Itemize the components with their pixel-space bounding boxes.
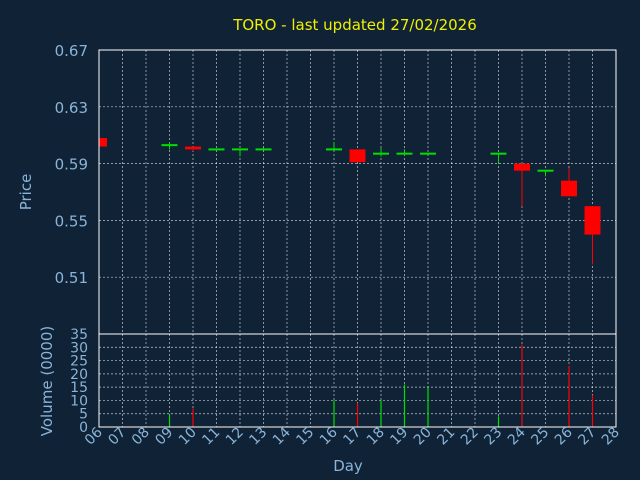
price-tick-label: 0.67: [55, 42, 88, 60]
volume-bars: [168, 344, 594, 427]
candle-body: [99, 138, 107, 147]
candle-body: [514, 163, 530, 171]
volume-tick-label: 25: [70, 354, 88, 370]
price-axis-label: Price: [17, 174, 35, 211]
volume-tick-label: 35: [70, 327, 88, 343]
volume-tick-label: 30: [70, 340, 88, 356]
volume-tick-label: 10: [70, 393, 88, 409]
volume-tick-label: 15: [70, 380, 88, 396]
day-axis-label: Day: [333, 457, 363, 475]
volume-tick-label: 0: [79, 420, 88, 436]
day-axis: 06 07 08 09 10 11 12 13 14 15 16 17 18 19 20 21 22 23 24 25…: [82, 424, 623, 448]
volume-tick-label: 20: [70, 367, 88, 383]
chart-title: TORO - last updated 27/02/2026: [232, 16, 477, 34]
price-tick-label: 0.55: [55, 212, 88, 230]
price-candles: [98, 138, 601, 265]
price-tick-label: 0.63: [55, 99, 88, 117]
volume-panel-frame: [98, 333, 617, 428]
candle-body: [349, 149, 366, 163]
candle-body: [185, 146, 201, 150]
price-axis: 0.67 0.63 0.59 0.55 0.51: [55, 42, 88, 287]
volume-axis-label: Volume (0000): [38, 326, 56, 436]
candle-body: [584, 206, 601, 235]
price-tick-label: 0.51: [55, 269, 88, 287]
price-tick-label: 0.59: [55, 156, 88, 174]
candle-body: [561, 180, 577, 197]
volume-tick-label: 5: [79, 407, 88, 423]
